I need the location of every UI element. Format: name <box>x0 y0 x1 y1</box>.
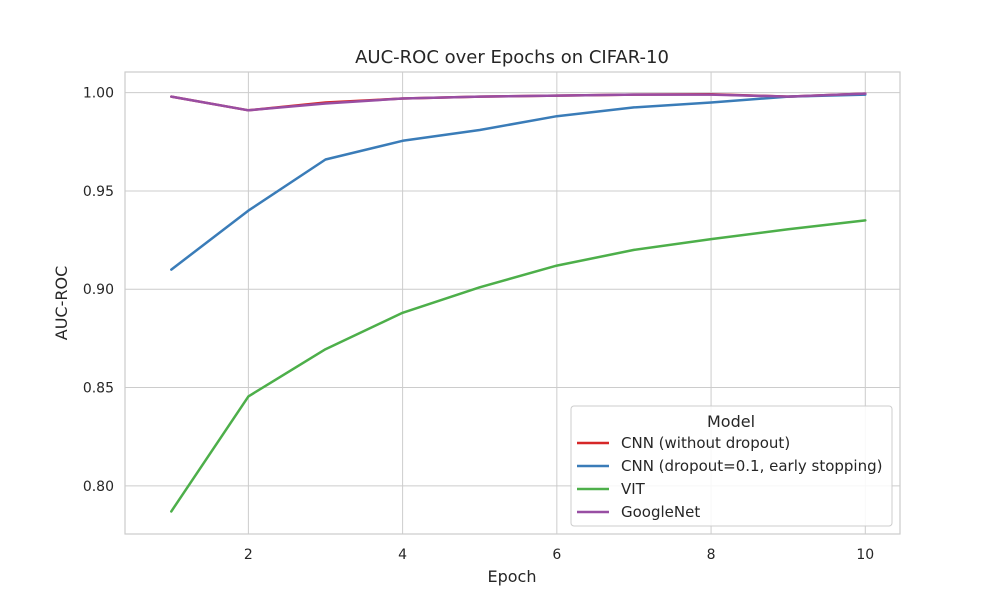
y-tick-label: 0.85 <box>83 381 114 397</box>
series-line <box>170 219 867 513</box>
y-tick-labels: 0.80 0.85 0.90 0.95 1.00 <box>83 86 114 495</box>
legend: Model CNN (without dropout) CNN (dropout=… <box>570 405 893 527</box>
legend-label: VIT <box>621 480 646 498</box>
legend-items: CNN (without dropout) CNN (dropout=0.1, e… <box>577 434 882 521</box>
x-tick-label: 2 <box>244 547 253 563</box>
grid <box>125 72 900 534</box>
y-tick-label: 0.95 <box>83 184 114 200</box>
series-line <box>170 93 867 271</box>
x-tick-label: 10 <box>856 547 874 563</box>
legend-label: CNN (without dropout) <box>621 434 790 452</box>
plot-frame <box>124 71 901 535</box>
y-tick-label: 0.90 <box>83 282 114 298</box>
y-axis-label: AUC-ROC <box>52 266 71 340</box>
x-axis-label: Epoch <box>488 567 537 586</box>
x-tick-labels: 2 4 6 8 10 <box>244 547 874 563</box>
y-tick-label: 0.80 <box>83 479 114 495</box>
x-tick-label: 4 <box>398 547 407 563</box>
legend-label: CNN (dropout=0.1, early stopping) <box>621 457 882 475</box>
x-tick-label: 6 <box>552 547 561 563</box>
x-tick-label: 8 <box>707 547 716 563</box>
legend-box <box>570 405 893 527</box>
chart-title: AUC-ROC over Epochs on CIFAR-10 <box>355 47 669 68</box>
legend-title: Model <box>707 412 755 431</box>
legend-label: GoogleNet <box>621 503 700 521</box>
series-line <box>170 92 867 112</box>
series-lines <box>170 92 867 513</box>
y-tick-label: 1.00 <box>83 86 114 102</box>
